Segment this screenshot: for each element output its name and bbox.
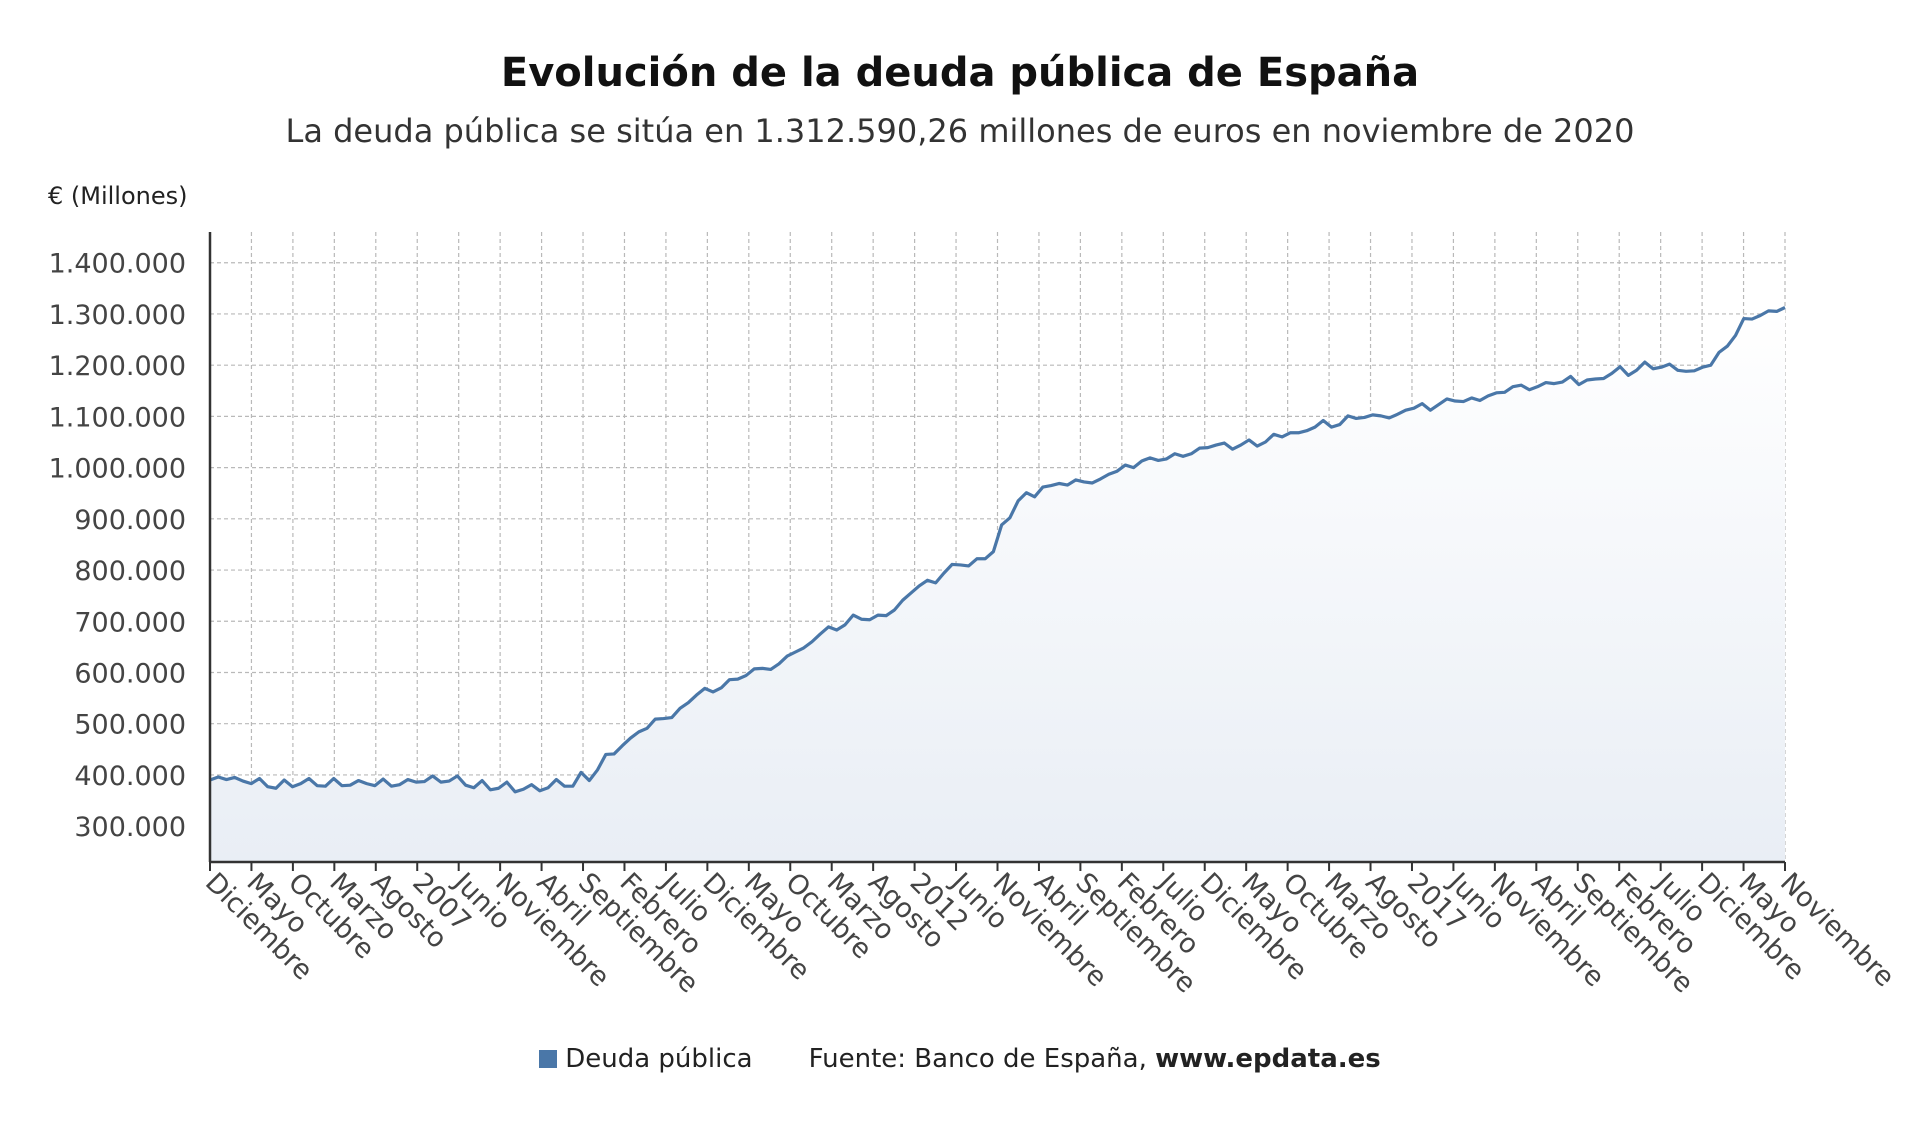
series-line-deuda-publica (209, 306, 1786, 794)
y-tick-label: 800.000 (74, 556, 186, 587)
y-tick-label: 400.000 (74, 761, 186, 792)
y-tick-label: 900.000 (74, 505, 186, 536)
y-axis-unit-label: € (Millones) (48, 182, 188, 210)
y-tick-label: 700.000 (74, 607, 186, 638)
y-tick-labels: 300.000 400.000 500.000 600.000 700.000 800.0… (49, 249, 186, 843)
axes (208, 232, 1786, 871)
chart-subtitle: La deuda pública se sitúa en 1.312.590,2… (285, 112, 1635, 150)
y-tick-label: 600.000 (74, 658, 186, 689)
chart-title: Evolución de la deuda pública de España (500, 50, 1420, 96)
legend-item-deuda-publica: Deuda pública (539, 1044, 753, 1074)
area-layer (209, 306, 1786, 862)
y-tick-label: 1.100.000 (49, 402, 186, 433)
legend-swatch (539, 1050, 558, 1068)
source-text: Fuente: Banco de España, (808, 1044, 1156, 1074)
legend-label: Deuda pública (565, 1044, 753, 1074)
chart-plot: € (Millones) 300.000 400.000 500.000 600.00… (48, 182, 1900, 1000)
series-area-deuda-publica (210, 307, 1785, 862)
y-tick-label: 1.200.000 (49, 351, 186, 382)
x-tick-labels: DiciembreMayoOctubreMarzoAgosto2007Junio… (199, 866, 1900, 1000)
y-tick-label: 1.300.000 (49, 300, 186, 331)
y-tick-label: 500.000 (74, 710, 186, 741)
y-tick-label: 1.000.000 (49, 454, 186, 485)
y-tick-label: 1.400.000 (49, 249, 186, 280)
chart-footer: Deuda pública Fuente: Banco de España, ww… (0, 1044, 1920, 1074)
source-site-link[interactable]: www.epdata.es (1155, 1044, 1381, 1074)
y-tick-label: 300.000 (74, 812, 186, 843)
